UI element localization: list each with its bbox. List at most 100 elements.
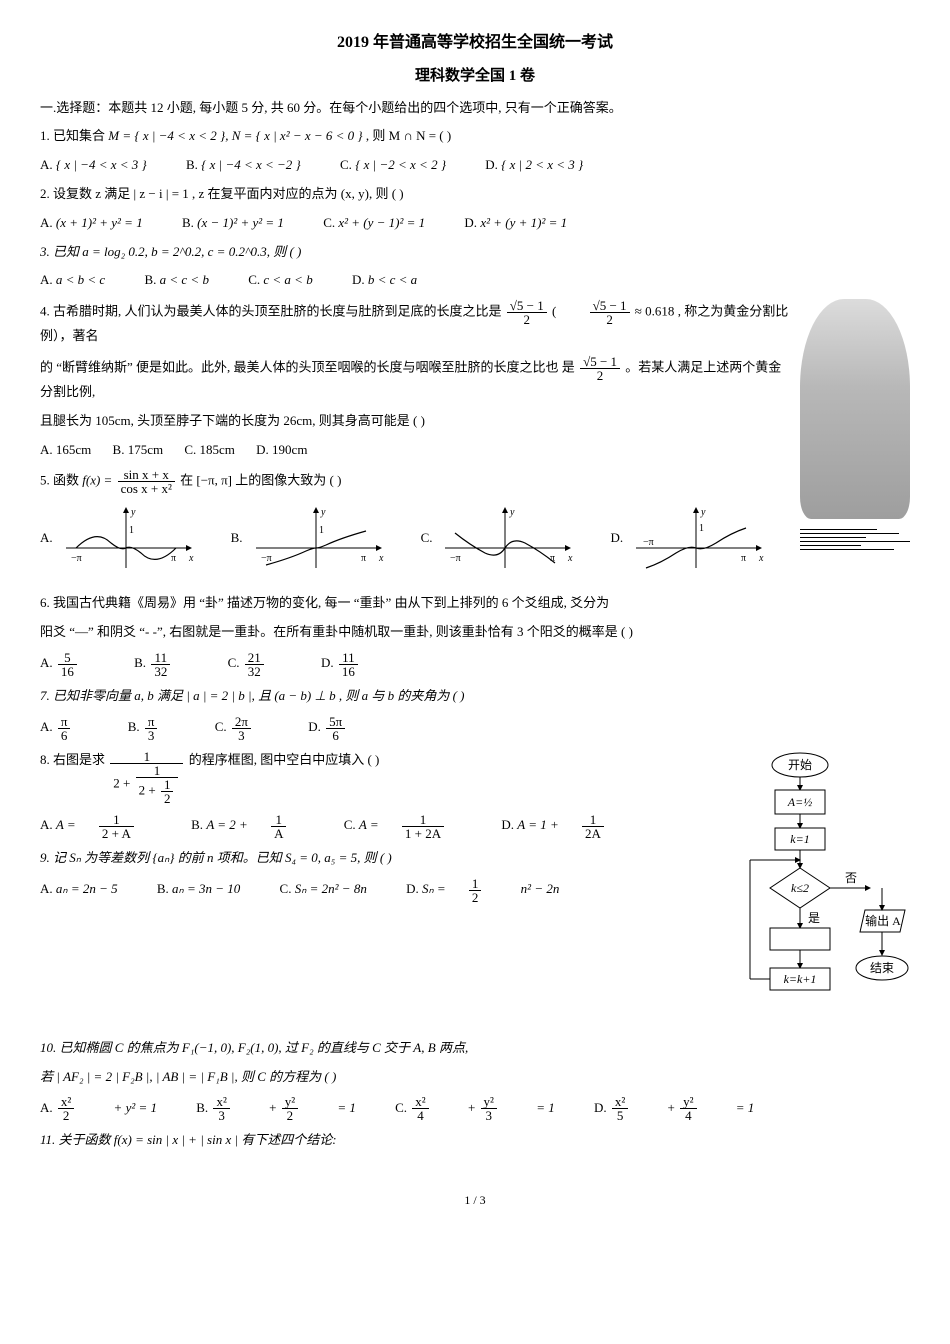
page-number: 1 / 3 (40, 1191, 910, 1210)
q1-stem-post: , 则 M ∩ N = ( ) (366, 128, 451, 143)
q3-opt-d: D. b < c < a (352, 272, 435, 287)
q10-d-n2: y² (680, 1095, 696, 1109)
q9-c: Sₙ = 2n² − 8n (295, 881, 367, 896)
q10-b-n2: y² (282, 1095, 298, 1109)
q5-frac: sin x + x cos x + x² (118, 468, 175, 495)
q2-b: (x − 1)² + y² = 1 (197, 215, 284, 230)
question-6-line1: 6. 我国古代典籍《周易》用 “卦” 描述万物的变化, 每一 “重卦” 由从下到… (40, 593, 910, 614)
q4-gold-num-3: √5 − 1 (580, 355, 620, 369)
flowchart: 开始 A=½ k=1 k≤2 否 是 k=k+1 输出 A (720, 750, 910, 1030)
svg-text:−π: −π (450, 553, 461, 564)
q6-a-den: 16 (58, 665, 77, 678)
q8-b-num: 1 (271, 813, 286, 827)
q9-stem: 9. 记 Sₙ 为等差数列 {aₙ} 的前 n 项和。已知 S₄ = 0, a₅… (40, 850, 392, 865)
q7-b-den: 3 (145, 729, 158, 742)
q5-mid: 在 [−π, π] 上的图像大致为 ( ) (180, 473, 341, 488)
q4-golden-ratio-1: √5 − 1 2 (507, 299, 547, 326)
svg-text:π: π (361, 553, 366, 564)
flow-end: 结束 (870, 961, 894, 975)
q5-plot-a: x y −π π 1 (61, 503, 201, 573)
q8-a-den: 2 + A (99, 827, 134, 840)
q9-opt-d: D. Sₙ = 12 n² − 2n (406, 881, 577, 896)
q8-d2: 2 + 1 2 (136, 778, 179, 805)
q8-cont-frac: 1 2 + 1 2 + 1 2 (110, 750, 183, 805)
q4-gold-den-1: 2 (507, 313, 547, 326)
q10-c-post: = 1 (533, 1100, 555, 1115)
question-4-line3: 且腿长为 105cm, 头顶至脖子下端的长度为 26cm, 则其身高可能是 ( … (40, 411, 910, 432)
q1-b: { x | −4 < x < −2 } (201, 157, 301, 172)
q1-opt-a: A. { x | −4 < x < 3 } (40, 157, 165, 172)
q4-l2-mid: 是 (562, 359, 575, 374)
q3-opt-a: A. a < b < c (40, 272, 123, 287)
q4-gold-den-3: 2 (580, 369, 620, 382)
q4-gold-num-1: √5 − 1 (507, 299, 547, 313)
svg-text:−π: −π (261, 553, 272, 564)
question-1: 1. 已知集合 M = { x | −4 < x < 2 }, N = { x … (40, 126, 910, 147)
q1-stem-math: M = { x | −4 < x < 2 }, N = { x | x² − x… (108, 128, 362, 143)
question-10-line1: 10. 已知椭圆 C 的焦点为 F₁(−1, 0), F₂(1, 0), 过 F… (40, 1038, 910, 1059)
q8-pre: 8. 右图是求 (40, 752, 108, 767)
question-2: 2. 设复数 z 满足 | z − i | = 1 , z 在复平面内对应的点为… (40, 184, 910, 205)
q7-opt-a: A. π6 (40, 719, 106, 734)
q1-a: { x | −4 < x < 3 } (56, 157, 147, 172)
q2-opt-a: A. (x + 1)² + y² = 1 (40, 215, 161, 230)
q8-d3: 2 (161, 792, 174, 805)
q5-fx: f(x) = (82, 473, 115, 488)
q2-c: x² + (y − 1)² = 1 (338, 215, 425, 230)
q1-opt-b: B. { x | −4 < x < −2 } (186, 157, 319, 172)
q5-graph-a: A. x y −π π 1 (40, 503, 201, 573)
q8-c-num: 1 (402, 813, 444, 827)
q6-opt-b: B. 1132 (134, 655, 206, 670)
q9-d-pre: Sₙ = (422, 881, 449, 896)
svg-text:−π: −π (643, 537, 654, 548)
q8-c-den: 1 + 2A (402, 827, 444, 840)
q10-c-n1: x² (412, 1095, 428, 1109)
svg-text:A=½: A=½ (787, 795, 812, 809)
flow-out: 输出 A (865, 913, 901, 928)
q8-d1: 2 + 1 2 + 1 2 (110, 764, 183, 805)
q8-b-pre: A = 2 + (206, 817, 251, 832)
q4-golden-ratio-3: √5 − 1 2 (580, 355, 620, 382)
q6-a-num: 5 (58, 651, 77, 665)
svg-text:y: y (320, 507, 326, 518)
q6-d-num: 11 (339, 651, 358, 665)
q9-a: aₙ = 2n − 5 (56, 881, 118, 896)
q9-d-num: 1 (469, 877, 482, 891)
flow-no: 否 (845, 871, 857, 885)
q4-paren: ( (552, 304, 556, 319)
q4-gold-den-2: 2 (590, 313, 630, 326)
q10-opt-b: B. x²3 + y²2 = 1 (196, 1100, 374, 1115)
q1-c: { x | −2 < x < 2 } (355, 157, 446, 172)
svg-text:1: 1 (699, 523, 704, 534)
q5-pre: 5. 函数 (40, 473, 82, 488)
q10-l1: 10. 已知椭圆 C 的焦点为 F₁(−1, 0), F₂(1, 0), 过 F… (40, 1040, 468, 1055)
q4-approx: ≈ 0.618 (635, 304, 675, 319)
q6-c-den: 32 (245, 665, 264, 678)
q10-b-n1: x² (213, 1095, 229, 1109)
q10-opt-a: A. x²2 + y² = 1 (40, 1100, 175, 1115)
q4-options: A. 165cm B. 175cm C. 185cm D. 190cm (40, 440, 910, 461)
q6-opt-a: A. 516 (40, 655, 113, 670)
q9-d-post: n² − 2n (517, 881, 559, 896)
q7-opt-b: B. π3 (128, 719, 194, 734)
svg-text:x: x (758, 553, 764, 564)
q1-opt-d: D. { x | 2 < x < 3 } (485, 157, 601, 172)
q5-graph-c: C. x y −π π (421, 503, 581, 573)
q10-d-n1: x² (612, 1095, 628, 1109)
venus-scale-lines (800, 529, 910, 550)
section-intro: 一.选择题：本题共 12 小题, 每小题 5 分, 共 60 分。在每个小题给出… (40, 98, 910, 119)
question-3: 3. 已知 a = log₂ 0.2, b = 2^0.2, c = 0.2^0… (40, 242, 910, 263)
q5-plot-c: x y −π π (440, 503, 580, 573)
svg-text:π: π (171, 553, 176, 564)
svg-text:y: y (700, 507, 706, 518)
q10-options: A. x²2 + y² = 1 B. x²3 + y²2 = 1 C. x²4 … (40, 1095, 910, 1122)
q5-graph-b: B. x y −π π 1 (231, 503, 391, 573)
q1-options: A. { x | −4 < x < 3 } B. { x | −4 < x < … (40, 155, 910, 176)
q9-b: aₙ = 3n − 10 (172, 881, 240, 896)
q7-a-num: π (58, 715, 71, 729)
q7-d-den: 6 (326, 729, 345, 742)
svg-text:x: x (378, 553, 384, 564)
svg-text:x: x (567, 553, 573, 564)
q5-plot-d: x y −π π 1 (631, 503, 771, 573)
q7-b-num: π (145, 715, 158, 729)
